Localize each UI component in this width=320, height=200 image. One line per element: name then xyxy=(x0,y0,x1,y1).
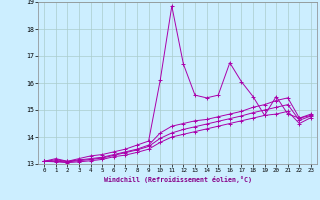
X-axis label: Windchill (Refroidissement éolien,°C): Windchill (Refroidissement éolien,°C) xyxy=(104,176,252,183)
